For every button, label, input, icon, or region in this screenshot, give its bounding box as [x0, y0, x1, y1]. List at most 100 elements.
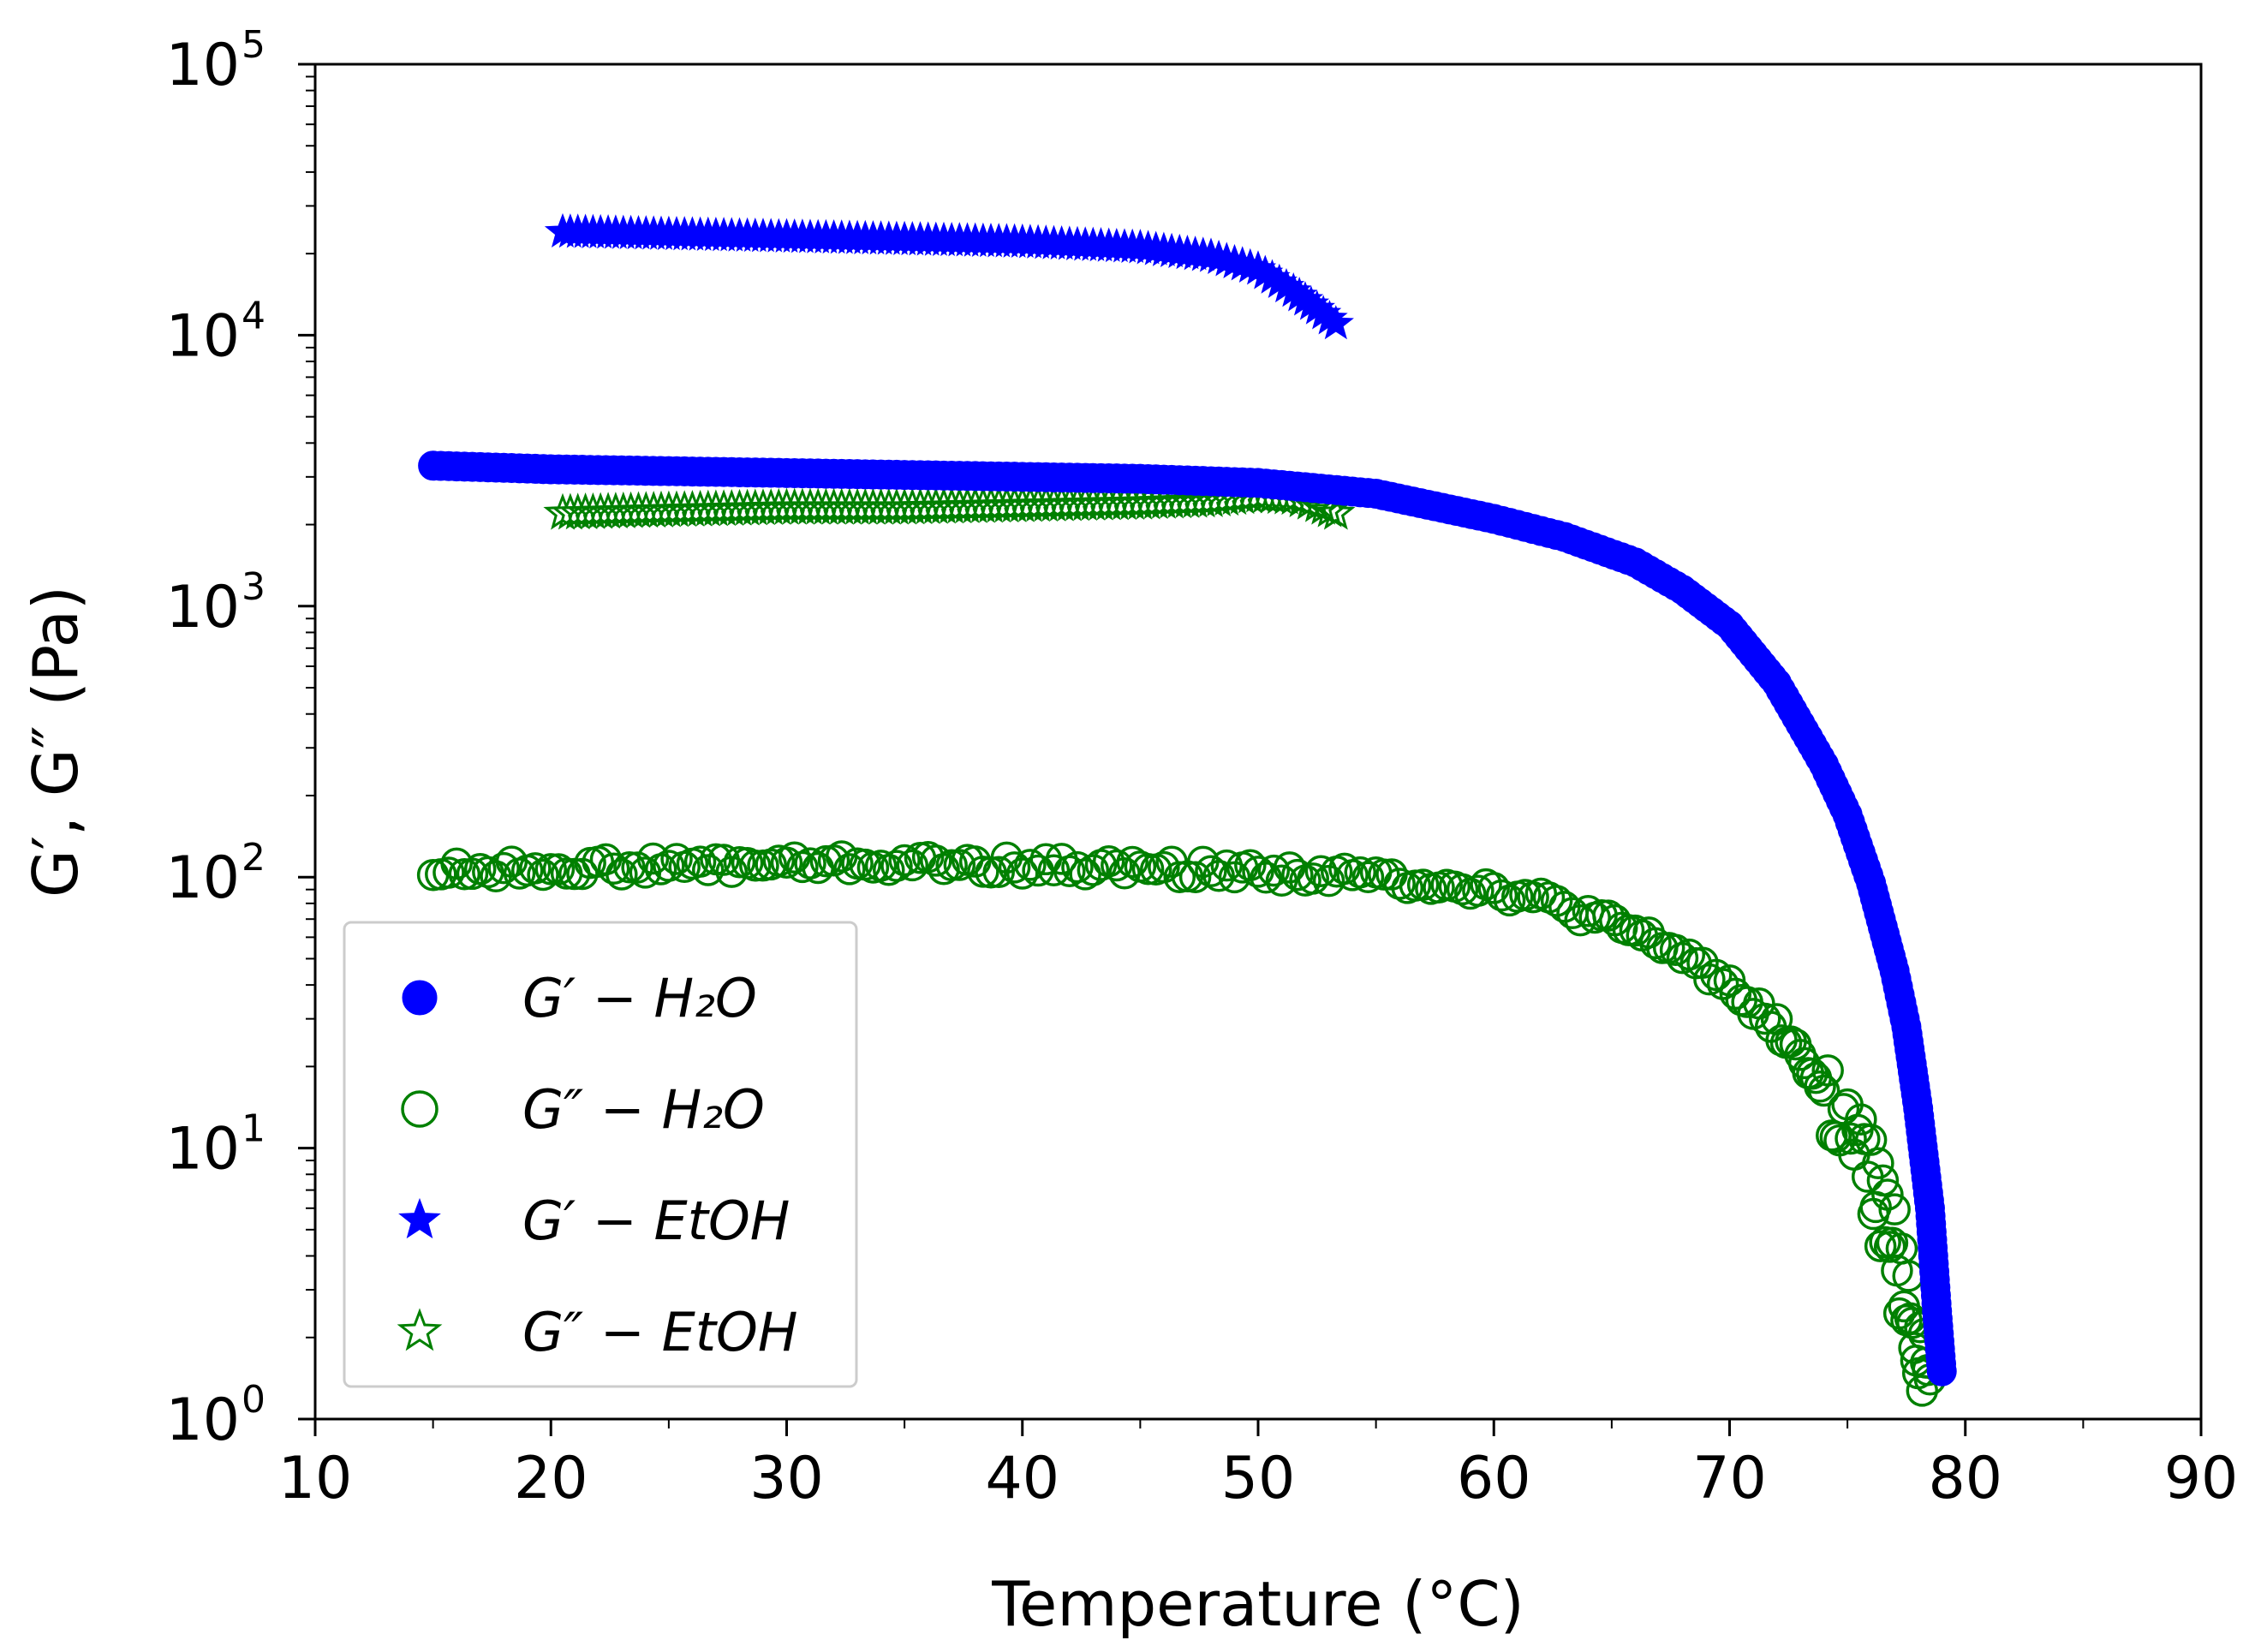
data-point: [833, 853, 866, 886]
x-tick-label: 50: [1221, 1445, 1296, 1512]
y-tick-exponent: 2: [242, 836, 265, 880]
data-point: [1807, 1074, 1840, 1107]
data-point: [739, 849, 772, 882]
data-point: [1811, 1054, 1844, 1087]
x-tick-label: 30: [749, 1445, 824, 1512]
data-point: [597, 852, 630, 886]
x-axis-title: Temperature (°C): [991, 1568, 1524, 1640]
data-point: [606, 858, 638, 891]
data-point: [1693, 963, 1726, 996]
data-point: [1878, 1193, 1911, 1226]
data-point: [715, 856, 749, 888]
data-point: [1862, 1147, 1894, 1180]
data-point: [1178, 861, 1212, 893]
data-point: [1804, 1071, 1836, 1103]
data-point: [896, 849, 929, 882]
data-point: [1304, 855, 1338, 887]
data-point: [1926, 1356, 1957, 1387]
data-point: [692, 854, 725, 886]
data-point: [448, 857, 481, 891]
data-point: [1006, 857, 1039, 890]
y-tick-label: 10: [165, 1387, 240, 1454]
data-point: [1297, 862, 1329, 895]
x-tick-label: 20: [514, 1445, 588, 1512]
data-layer: [416, 212, 1957, 1407]
data-point: [621, 851, 653, 884]
y-tick-exponent: 5: [242, 23, 265, 67]
data-point: [1368, 858, 1400, 891]
data-point: [440, 847, 473, 880]
data-point: [1316, 492, 1356, 530]
y-tick-label: 10: [165, 1116, 240, 1184]
legend-marker: [401, 1090, 438, 1128]
series-1: [416, 840, 1947, 1407]
y-tick-exponent: 4: [242, 294, 265, 337]
y-tick-label: 10: [165, 302, 240, 370]
data-point: [1077, 854, 1110, 886]
data-point: [1014, 849, 1047, 881]
data-point: [613, 850, 646, 884]
legend-label: G″ − EtOH: [522, 1301, 797, 1363]
data-point: [864, 850, 898, 882]
data-point: [1873, 1231, 1906, 1263]
data-point: [1131, 852, 1165, 886]
x-axis: 10 20 30 40 50 60 70 80 90: [278, 1419, 2238, 1512]
data-point: [534, 853, 567, 886]
legend-label: G′ − H₂O: [522, 967, 757, 1029]
data-point: [1242, 856, 1274, 888]
data-point: [1351, 861, 1385, 894]
data-point: [542, 853, 576, 886]
data-point: [1462, 874, 1494, 907]
data-point: [817, 844, 850, 877]
data-point: [1700, 958, 1733, 992]
y-axis-title: G′, G″ (Pa): [20, 586, 92, 898]
data-point: [1148, 850, 1180, 884]
data-point: [770, 846, 803, 880]
legend-marker: [402, 980, 438, 1016]
legend-label: G″ − H₂O: [522, 1078, 765, 1141]
data-point: [1257, 854, 1291, 887]
data-point: [1195, 855, 1227, 887]
series-2: [544, 212, 1354, 340]
data-point: [433, 856, 465, 889]
data-point: [935, 849, 968, 881]
data-point: [1061, 850, 1094, 884]
y-tick-label: 10: [165, 844, 240, 912]
data-point: [1639, 927, 1672, 960]
data-point: [888, 844, 921, 877]
legend: G′ − H₂O G″ − H₂O G′ − EtOH G″ − EtOH: [343, 921, 858, 1388]
data-point: [1281, 858, 1314, 892]
data-point: [1317, 305, 1354, 340]
data-point: [920, 844, 952, 877]
legend-marker: [397, 1308, 443, 1351]
data-point: [1485, 879, 1518, 912]
data-point: [1344, 856, 1377, 889]
x-tick-label: 80: [1928, 1445, 2002, 1512]
legend-label: G′ − EtOH: [522, 1190, 790, 1252]
data-point: [880, 850, 913, 882]
data-point: [487, 851, 520, 885]
y-tick-exponent: 0: [242, 1378, 265, 1422]
x-tick-label: 40: [985, 1445, 1059, 1512]
y-tick-exponent: 3: [242, 565, 265, 609]
x-tick-label: 10: [278, 1445, 353, 1512]
data-point: [998, 851, 1031, 884]
data-point: [1101, 849, 1133, 882]
x-tick-label: 70: [1692, 1445, 1767, 1512]
data-point: [943, 849, 976, 881]
data-point: [456, 857, 489, 891]
data-point: [1845, 1103, 1877, 1136]
data-point: [1834, 1122, 1867, 1155]
data-point: [1383, 868, 1416, 900]
data-point: [660, 843, 693, 875]
y-tick-label: 10: [165, 32, 240, 99]
y-tick-label: 10: [165, 574, 240, 641]
y-tick-exponent: 1: [242, 1107, 265, 1151]
data-point: [519, 852, 552, 885]
data-point: [1446, 873, 1479, 906]
data-point: [683, 845, 717, 878]
data-point: [653, 850, 685, 882]
legend-marker: [398, 1197, 441, 1239]
